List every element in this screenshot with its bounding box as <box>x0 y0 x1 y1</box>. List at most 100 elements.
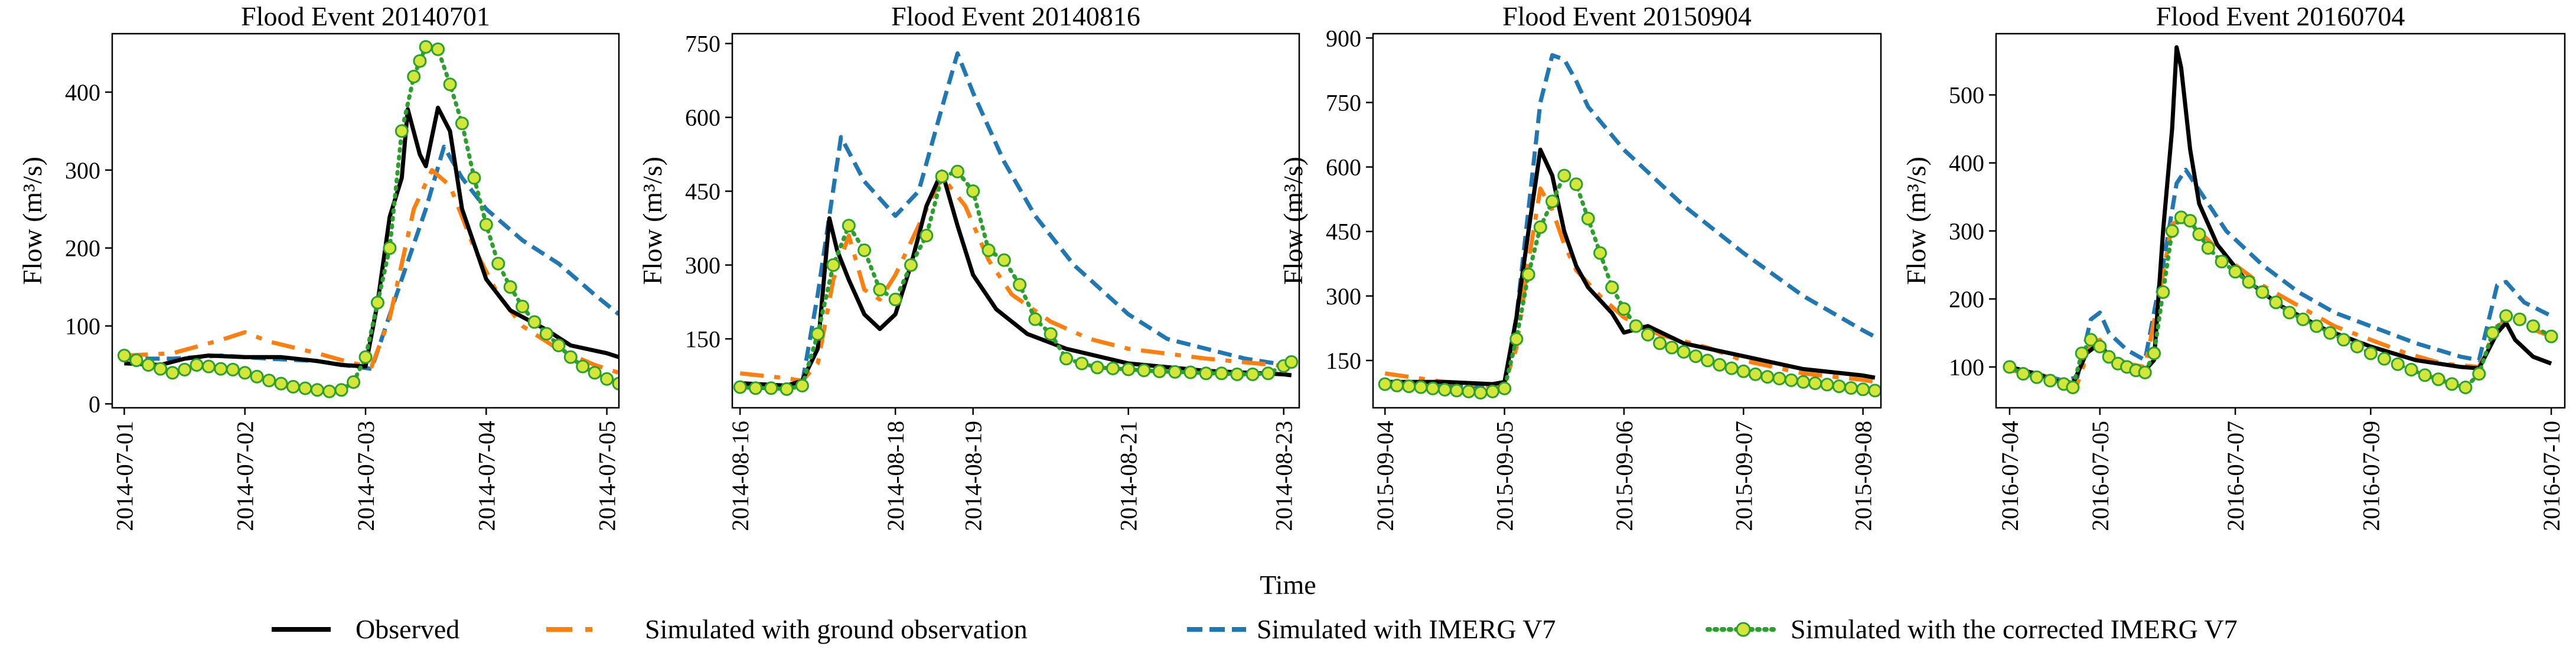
series-marker-corrected <box>1199 366 1213 381</box>
x-axis-label: Time <box>1260 570 1316 600</box>
series-marker-corrected <box>1168 365 1182 379</box>
series-marker-corrected <box>431 42 445 56</box>
series-marker-corrected <box>795 379 809 392</box>
series-marker-corrected <box>1749 367 1762 381</box>
series-marker-corrected <box>2323 326 2337 340</box>
series-marker-corrected <box>298 381 312 395</box>
x-tick-label: 2014-07-05 <box>594 421 621 531</box>
y-tick-label: 400 <box>65 79 100 106</box>
series-marker-corrected <box>1724 361 1739 375</box>
series-marker-corrected <box>552 339 566 352</box>
series-marker-corrected <box>2499 309 2513 323</box>
series-marker-corrected <box>1152 364 1166 378</box>
y-tick-label: 300 <box>1949 218 1984 245</box>
series-marker-corrected <box>370 295 384 310</box>
y-tick-label: 150 <box>685 326 720 352</box>
series-marker-corrected <box>1230 367 1244 381</box>
series-marker-corrected <box>966 184 980 198</box>
series-marker-corrected <box>1106 361 1120 375</box>
plot-frame <box>1372 33 1882 409</box>
series-marker-corrected <box>413 54 427 68</box>
series-marker-corrected <box>491 256 506 271</box>
series-marker-corrected <box>2431 372 2445 387</box>
series-marker-corrected <box>1701 353 1715 368</box>
series-marker-corrected <box>780 382 794 396</box>
series-marker-corrected <box>1075 356 1089 371</box>
series-marker-corrected <box>2350 339 2364 353</box>
series-marker-corrected <box>919 229 934 242</box>
series-marker-corrected <box>1772 372 1786 385</box>
series-marker-corrected <box>2337 333 2350 347</box>
x-tick-label: 2014-08-16 <box>727 421 754 531</box>
series-marker-corrected <box>873 282 887 297</box>
chart-title: Flood Event 20150904 <box>1502 1 1752 31</box>
series-marker-corrected <box>2215 255 2229 269</box>
series-marker-corrected <box>1059 352 1073 366</box>
series-marker-corrected <box>1426 381 1440 395</box>
series-marker-corrected <box>1090 361 1104 375</box>
x-tick-label: 2014-08-18 <box>882 421 909 531</box>
series-marker-corrected <box>539 327 553 341</box>
series-marker-corrected <box>1437 382 1452 397</box>
series-line-observed <box>124 105 619 369</box>
series-marker-corrected <box>141 358 155 372</box>
series-marker-corrected <box>1485 384 1499 398</box>
x-tick-label: 2014-08-23 <box>1271 421 1297 531</box>
x-tick-label: 2016-07-10 <box>2538 421 2565 531</box>
series-marker-corrected <box>358 350 373 364</box>
series-marker-corrected <box>2030 370 2044 384</box>
series-marker-corrected <box>2201 241 2215 255</box>
series-marker-corrected <box>2093 339 2107 353</box>
series-marker-corrected <box>764 381 778 395</box>
x-tick-label: 2016-07-04 <box>1997 421 2023 531</box>
series-marker-corrected <box>2269 295 2283 310</box>
series-marker-corrected <box>2418 368 2432 382</box>
plot-frame <box>731 33 1300 409</box>
plot-frame <box>1995 33 2566 409</box>
series-marker-corrected <box>1390 378 1404 392</box>
x-tick-label: 2015-09-04 <box>1372 421 1398 531</box>
y-axis-label: Flow (m³/s) <box>17 157 47 285</box>
series-marker-corrected <box>857 243 872 257</box>
series-marker-corrected <box>407 70 421 83</box>
series-marker-corrected <box>1521 267 1535 281</box>
series-marker-corrected <box>2043 374 2057 388</box>
series-marker-corrected <box>2544 329 2558 343</box>
x-tick-label: 2016-07-07 <box>2222 421 2249 531</box>
series-marker-corrected <box>588 366 602 380</box>
x-tick-label: 2015-09-05 <box>1492 421 1518 531</box>
y-tick-label: 150 <box>1326 348 1361 374</box>
x-tick-label: 2014-07-01 <box>111 421 138 531</box>
series-marker-corrected <box>1121 362 1136 376</box>
series-marker-corrected <box>503 280 517 294</box>
series-marker-corrected <box>2003 360 2017 374</box>
x-tick-label: 2014-07-02 <box>232 421 259 531</box>
series-marker-corrected <box>2156 285 2170 299</box>
series-marker-corrected <box>322 384 337 398</box>
y-tick-label: 500 <box>1949 82 1984 109</box>
x-tick-label: 2016-07-09 <box>2357 421 2384 531</box>
series-marker-corrected <box>2016 367 2030 381</box>
y-tick-label: 900 <box>1326 25 1361 51</box>
series-marker-corrected <box>842 219 856 233</box>
legend-label-ground: Simulated with ground observation <box>645 614 1028 644</box>
series-marker-corrected <box>826 258 840 272</box>
series-marker-corrected <box>516 300 530 314</box>
series-marker-corrected <box>2296 312 2310 326</box>
y-tick-label: 750 <box>1326 89 1361 116</box>
series-marker-corrected <box>1677 345 1691 359</box>
x-tick-label: 2014-08-19 <box>960 421 987 531</box>
series-marker-corrected <box>310 383 324 397</box>
series-marker-corrected <box>527 315 542 329</box>
series-marker-corrected <box>419 40 433 54</box>
series-marker-corrected <box>1605 280 1619 294</box>
series-marker-corrected <box>2486 326 2500 340</box>
series-marker-corrected <box>733 380 747 394</box>
series-marker-corrected <box>2228 265 2242 279</box>
series-marker-corrected <box>262 374 276 388</box>
series-marker-corrected <box>1450 384 1464 398</box>
series-marker-corrected <box>1581 212 1595 226</box>
chart-title: Flood Event 20160704 <box>2156 1 2405 31</box>
series-marker-corrected <box>2183 214 2197 228</box>
series-marker-corrected <box>749 381 762 395</box>
